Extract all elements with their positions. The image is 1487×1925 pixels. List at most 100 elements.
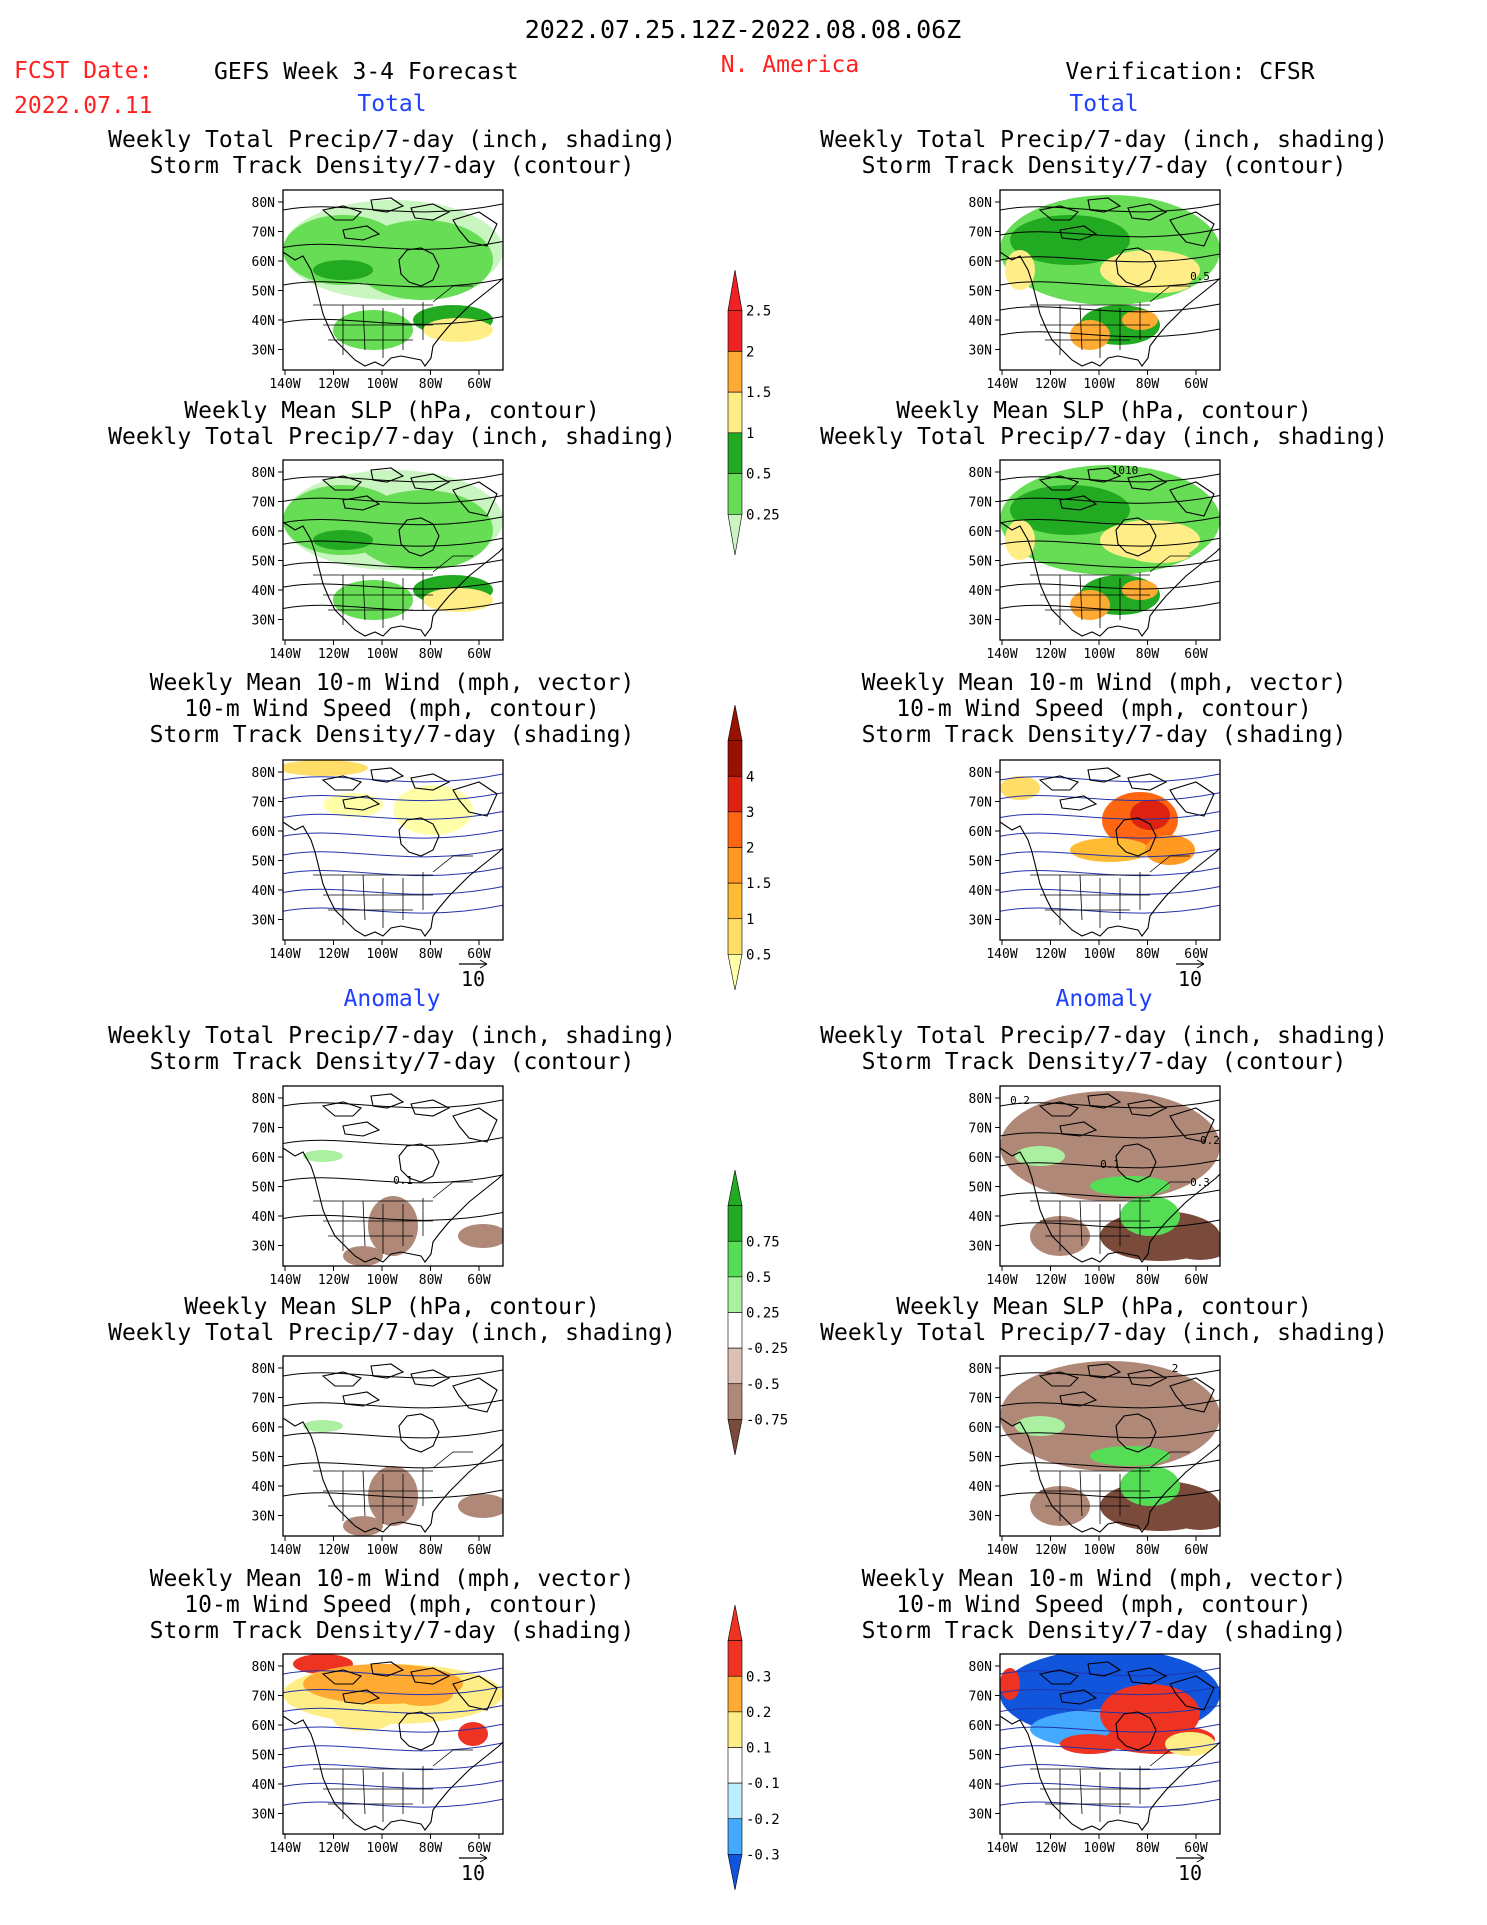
colorbar-tip	[727, 269, 743, 312]
colorbar-label: 3	[746, 805, 754, 821]
map-frame	[282, 459, 504, 641]
vector-ref-label: 10	[1178, 1861, 1202, 1885]
shading-region	[1070, 590, 1110, 620]
lon-label: 60W	[467, 377, 491, 392]
arrow-head	[1196, 1853, 1205, 1863]
contour-line	[1000, 886, 1220, 895]
contour-line	[1000, 253, 1220, 263]
lat-label: 70N	[969, 226, 992, 241]
coastline	[999, 467, 1221, 637]
lat-label: 50N	[969, 855, 992, 870]
lon-label: 140W	[269, 1543, 300, 1558]
panel-title: Weekly Mean 10-m Wind (mph, vector)	[150, 670, 635, 696]
contour-line	[283, 1369, 503, 1379]
shading-region	[333, 310, 413, 350]
anomaly-label-right: Anomaly	[1056, 986, 1153, 1012]
state-borders	[313, 1749, 473, 1822]
lat-label: 30N	[969, 1240, 992, 1255]
lat-label: 50N	[969, 1181, 992, 1196]
lat-label: 70N	[252, 1392, 275, 1407]
lon-label: 120W	[318, 1273, 349, 1288]
coastline	[999, 1363, 1221, 1533]
shading-region	[1015, 1146, 1065, 1166]
lon-label: 80W	[1136, 647, 1160, 662]
shading-region	[343, 1246, 383, 1266]
lat-label: 30N	[969, 914, 992, 929]
shading-layer	[1000, 465, 1220, 620]
contour-line	[1000, 328, 1220, 338]
contour-line	[1000, 1686, 1220, 1696]
lon-label: 100W	[366, 1543, 397, 1558]
contour-line	[1000, 1723, 1220, 1733]
arrow-head	[479, 959, 488, 969]
panel-title: Storm Track Density/7-day (shading)	[150, 722, 635, 748]
shading-region	[1120, 1196, 1180, 1236]
contour-line	[283, 904, 503, 914]
state-borders	[313, 555, 473, 628]
lat-label: 50N	[969, 1451, 992, 1466]
lat-label: 50N	[969, 285, 992, 300]
lon-label: 80W	[419, 647, 443, 662]
contour-line	[1000, 303, 1220, 313]
lon-label: 120W	[1035, 947, 1066, 962]
lon-label: 80W	[1136, 1543, 1160, 1558]
lat-label: 70N	[969, 1690, 992, 1705]
lon-label: 140W	[986, 1841, 1017, 1856]
coastline	[282, 1093, 504, 1263]
map-frame	[999, 1653, 1221, 1835]
colorbar-label: 0.5	[746, 947, 771, 963]
lat-label: 40N	[252, 314, 275, 329]
colorbar-label: 0.3	[746, 1669, 771, 1685]
lon-label: 100W	[1083, 947, 1114, 962]
lon-label: 140W	[269, 1273, 300, 1288]
contour-line	[1000, 1189, 1220, 1199]
lat-label: 70N	[969, 796, 992, 811]
shading-region	[1000, 776, 1040, 800]
lat-label: 70N	[252, 1122, 275, 1137]
shading-region	[303, 1150, 343, 1162]
lat-label: 30N	[252, 1510, 275, 1525]
contour-layer	[283, 203, 503, 325]
contour-layer	[283, 1099, 503, 1221]
panel-title: Weekly Mean 10-m Wind (mph, vector)	[862, 670, 1347, 696]
lat-label: 40N	[969, 1210, 992, 1225]
colorbar-segment	[727, 1347, 743, 1385]
panel-title: Weekly Total Precip/7-day (inch, shading…	[820, 424, 1388, 450]
vector-reference: 10	[1176, 959, 1205, 991]
lon-label: 60W	[1184, 947, 1208, 962]
lat-label: 40N	[969, 314, 992, 329]
colorbar-segment	[727, 775, 743, 813]
contour-line	[1000, 1369, 1220, 1379]
contour-line	[1000, 1705, 1220, 1714]
coastline	[282, 1661, 504, 1831]
contour-label: 0.1	[393, 1174, 413, 1187]
region-label: N. America	[721, 52, 859, 78]
colorbar-label: 0.5	[746, 467, 771, 483]
contour-line	[283, 1174, 503, 1184]
shading-region	[333, 1707, 393, 1731]
contour-line	[283, 792, 503, 802]
map-panel-10: 80N 70N 60N 50N 40N 30N 140W 120W 100W 80W 60W	[252, 1653, 504, 1856]
contour-line	[283, 1761, 503, 1771]
contour-line	[283, 773, 503, 783]
lat-label: 40N	[252, 584, 275, 599]
lat-label: 70N	[252, 796, 275, 811]
coastline	[282, 197, 504, 367]
panel-title: Weekly Total Precip/7-day (inch, shading…	[108, 424, 676, 450]
colorbar-label: 2	[746, 841, 754, 857]
colorbar-segment	[727, 1240, 743, 1278]
state-borders	[313, 285, 473, 358]
lat-label: 30N	[252, 1240, 275, 1255]
lat-label: 50N	[969, 555, 992, 570]
lon-label: 80W	[1136, 1841, 1160, 1856]
lat-label: 40N	[969, 884, 992, 899]
contour-line	[283, 867, 503, 877]
shading-layer	[1000, 1361, 1220, 1531]
contour-line	[283, 1489, 503, 1499]
contour-line	[1000, 1780, 1220, 1789]
lat-label: 30N	[252, 914, 275, 929]
lat-label: 70N	[969, 496, 992, 511]
shading-region	[1130, 800, 1170, 830]
lat-label: 60N	[252, 525, 275, 540]
contour-label: 0.2	[1200, 1134, 1220, 1147]
